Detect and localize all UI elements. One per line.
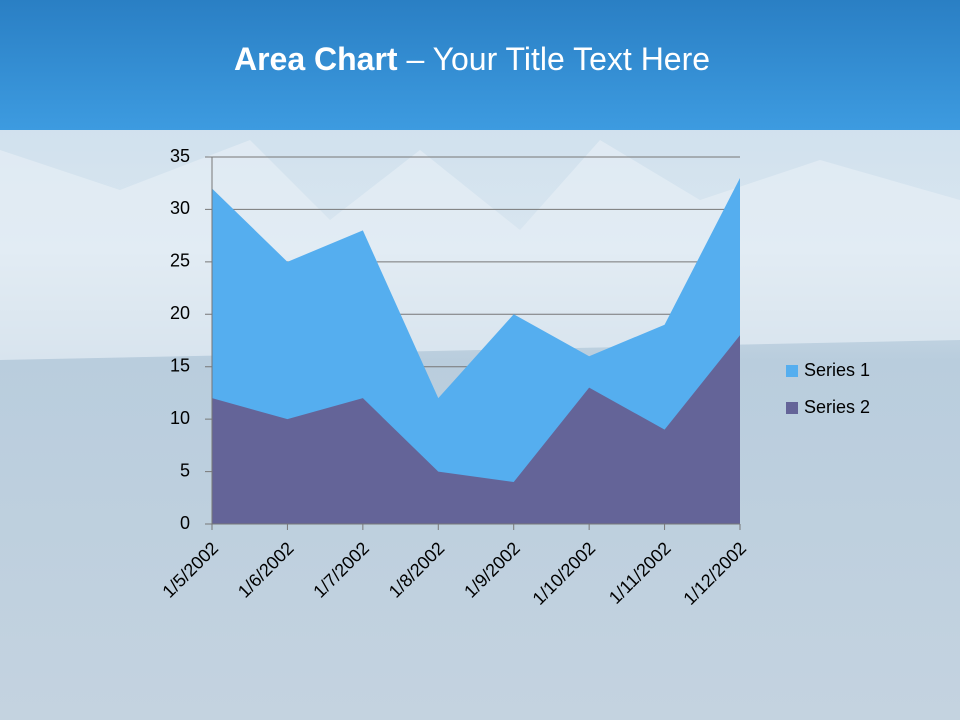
y-tick-label: 20 <box>170 303 190 323</box>
title-band <box>0 0 960 130</box>
y-tick-label: 35 <box>170 146 190 166</box>
y-tick-label: 0 <box>180 513 190 533</box>
area <box>212 335 740 524</box>
chart-title: Area Chart – Your Title Text Here <box>234 41 710 77</box>
y-tick-label: 5 <box>180 460 190 480</box>
legend-swatch <box>786 402 798 414</box>
y-tick-label: 30 <box>170 198 190 218</box>
y-tick-label: 10 <box>170 408 190 428</box>
legend-label: Series 1 <box>804 360 870 380</box>
legend-label: Series 2 <box>804 397 870 417</box>
legend-swatch <box>786 365 798 377</box>
y-tick-label: 15 <box>170 355 190 375</box>
y-tick-label: 25 <box>170 251 190 271</box>
